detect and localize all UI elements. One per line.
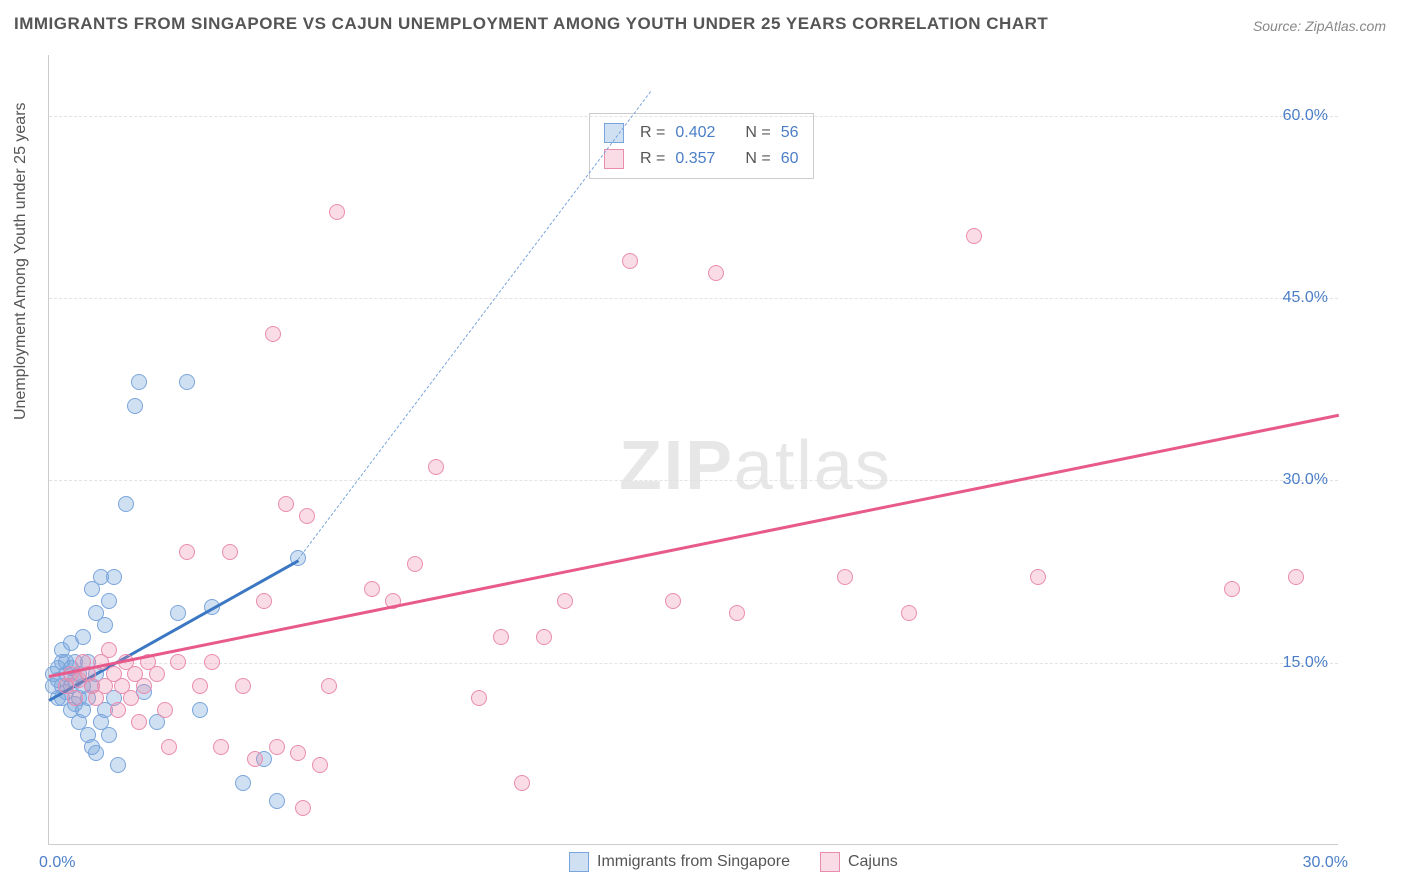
- data-point: [101, 727, 117, 743]
- data-point: [106, 569, 122, 585]
- data-point: [110, 702, 126, 718]
- data-point: [67, 690, 83, 706]
- n-value-series-2: 60: [781, 150, 799, 168]
- y-tick-label: 45.0%: [1283, 289, 1328, 307]
- data-point: [179, 374, 195, 390]
- data-point: [269, 739, 285, 755]
- data-point: [192, 702, 208, 718]
- data-point: [364, 581, 380, 597]
- y-axis-label: Unemployment Among Youth under 25 years: [12, 102, 30, 420]
- data-point: [149, 666, 165, 682]
- r-label: R =: [640, 124, 665, 142]
- data-point: [170, 605, 186, 621]
- data-point: [235, 678, 251, 694]
- x-axis-min-label: 0.0%: [39, 854, 75, 872]
- data-point: [1030, 569, 1046, 585]
- n-label: N =: [745, 150, 770, 168]
- chart-title: IMMIGRANTS FROM SINGAPORE VS CAJUN UNEMP…: [14, 14, 1048, 34]
- legend-row-series-2: R = 0.357 N = 60: [604, 146, 799, 172]
- data-point: [428, 459, 444, 475]
- data-point: [161, 739, 177, 755]
- data-point: [471, 690, 487, 706]
- data-point: [204, 654, 220, 670]
- data-point: [901, 605, 917, 621]
- data-point: [118, 496, 134, 512]
- data-point: [665, 593, 681, 609]
- data-point: [290, 745, 306, 761]
- y-tick-label: 30.0%: [1283, 471, 1328, 489]
- data-point: [1288, 569, 1304, 585]
- n-value-series-1: 56: [781, 124, 799, 142]
- y-tick-label: 60.0%: [1283, 107, 1328, 125]
- legend-row-series-1: R = 0.402 N = 56: [604, 120, 799, 146]
- scatter-plot-area: ZIPatlas R = 0.402 N = 56 R = 0.357 N = …: [48, 55, 1338, 845]
- n-label: N =: [745, 124, 770, 142]
- swatch-series-2: [820, 852, 840, 872]
- data-point: [536, 629, 552, 645]
- data-point: [101, 593, 117, 609]
- data-point: [329, 204, 345, 220]
- data-point: [265, 326, 281, 342]
- data-point: [123, 690, 139, 706]
- source-attribution: Source: ZipAtlas.com: [1253, 18, 1386, 34]
- data-point: [131, 714, 147, 730]
- series-legend: Immigrants from Singapore Cajuns: [569, 852, 898, 872]
- data-point: [170, 654, 186, 670]
- y-tick-label: 15.0%: [1283, 654, 1328, 672]
- data-point: [136, 678, 152, 694]
- data-point: [299, 508, 315, 524]
- data-point: [278, 496, 294, 512]
- data-point: [321, 678, 337, 694]
- data-point: [493, 629, 509, 645]
- data-point: [708, 265, 724, 281]
- data-point: [312, 757, 328, 773]
- data-point: [213, 739, 229, 755]
- data-point: [88, 745, 104, 761]
- data-point: [247, 751, 263, 767]
- series-1-name: Immigrants from Singapore: [597, 853, 790, 871]
- data-point: [101, 642, 117, 658]
- swatch-series-2: [604, 149, 624, 169]
- legend-item-series-1: Immigrants from Singapore: [569, 852, 790, 872]
- data-point: [966, 228, 982, 244]
- data-point: [192, 678, 208, 694]
- data-point: [295, 800, 311, 816]
- data-point: [110, 757, 126, 773]
- r-label: R =: [640, 150, 665, 168]
- watermark: ZIPatlas: [619, 425, 892, 505]
- grid-line: [49, 298, 1338, 299]
- data-point: [131, 374, 147, 390]
- r-value-series-1: 0.402: [675, 124, 715, 142]
- x-axis-max-label: 30.0%: [1303, 854, 1348, 872]
- data-point: [235, 775, 251, 791]
- data-point: [622, 253, 638, 269]
- data-point: [269, 793, 285, 809]
- series-2-name: Cajuns: [848, 853, 898, 871]
- grid-line: [49, 480, 1338, 481]
- r-value-series-2: 0.357: [675, 150, 715, 168]
- data-point: [75, 629, 91, 645]
- data-point: [222, 544, 238, 560]
- data-point: [256, 593, 272, 609]
- grid-line: [49, 663, 1338, 664]
- data-point: [157, 702, 173, 718]
- correlation-legend: R = 0.402 N = 56 R = 0.357 N = 60: [589, 113, 814, 179]
- legend-item-series-2: Cajuns: [820, 852, 898, 872]
- data-point: [179, 544, 195, 560]
- data-point: [729, 605, 745, 621]
- data-point: [557, 593, 573, 609]
- data-point: [837, 569, 853, 585]
- data-point: [97, 617, 113, 633]
- swatch-series-1: [569, 852, 589, 872]
- data-point: [1224, 581, 1240, 597]
- data-point: [514, 775, 530, 791]
- data-point: [407, 556, 423, 572]
- data-point: [127, 398, 143, 414]
- grid-line: [49, 116, 1338, 117]
